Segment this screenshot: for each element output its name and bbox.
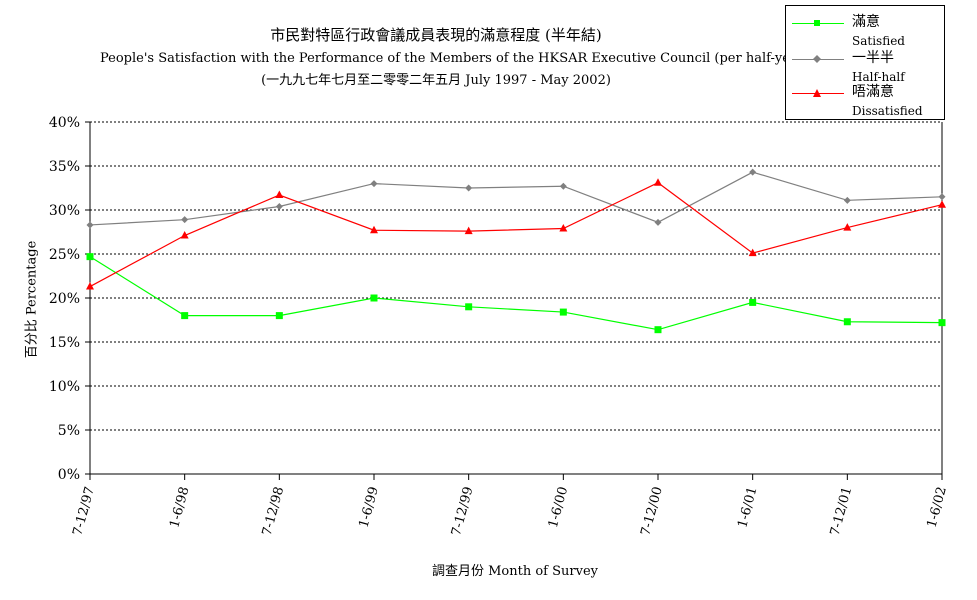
chart-title: 市民對特區行政會議成員表現的滿意程度 (半年結) — [270, 26, 602, 44]
data-point-diamond — [749, 168, 757, 176]
x-tick-label: 1-6/99 — [357, 485, 382, 529]
data-point-diamond — [938, 193, 946, 201]
data-point-square — [465, 303, 473, 311]
data-point-diamond — [370, 180, 378, 188]
diamond-marker-icon — [813, 55, 821, 63]
legend-label-zh: 滿意 — [852, 14, 880, 30]
series-line-satisfied — [89, 256, 943, 331]
data-point-triangle — [654, 178, 662, 186]
data-point-square — [938, 319, 946, 327]
square-marker-icon — [814, 20, 820, 26]
triangle-marker-icon — [813, 89, 821, 97]
y-tick-label: 10% — [49, 379, 80, 395]
data-point-triangle — [843, 223, 852, 231]
data-point-triangle — [464, 226, 473, 235]
data-point-triangle — [559, 223, 568, 232]
data-point-diamond — [86, 221, 94, 229]
y-tick-label: 35% — [49, 159, 80, 175]
data-point-triangle — [275, 190, 284, 199]
data-point-diamond — [843, 196, 851, 204]
data-point-triangle — [748, 248, 757, 257]
legend: 滿意 Satisfied 一半半 Half-half 唔滿意 Dissatisf… — [785, 5, 945, 120]
x-tick-label: 7-12/98 — [260, 485, 287, 537]
data-point-triangle — [938, 200, 946, 208]
x-tick-label: 7-12/99 — [449, 485, 476, 537]
y-tick-label: 15% — [49, 335, 80, 351]
legend-item-dissatisfied: 唔滿意 Dissatisfied — [786, 84, 944, 120]
legend-label-zh: 唔滿意 — [852, 84, 894, 100]
legend-label-en: Satisfied — [852, 34, 905, 48]
y-tick-label: 30% — [49, 203, 80, 219]
data-point-square — [749, 298, 757, 306]
x-tick-label: 1-6/01 — [735, 485, 760, 529]
data-point-square — [181, 312, 189, 320]
x-axis-label: 調查月份 Month of Survey — [431, 564, 599, 579]
chart-date-range: (一九九七年七月至二零零二年五月 July 1997 - May 2002) — [261, 73, 611, 88]
legend-label-zh: 一半半 — [852, 50, 894, 66]
data-point-diamond — [559, 182, 567, 190]
x-tick-label: 1-6/02 — [925, 485, 950, 529]
data-point-triangle — [86, 282, 94, 290]
data-point-square — [559, 308, 567, 316]
x-tick-label: 7-12/97 — [70, 485, 97, 537]
legend-label-en: Dissatisfied — [852, 104, 923, 118]
x-tick-label: 1-6/00 — [546, 485, 571, 529]
y-tick-label: 0% — [58, 467, 80, 483]
chart-subtitle: People's Satisfaction with the Performan… — [100, 51, 809, 66]
series-line-dissatisfied — [89, 182, 943, 288]
series-line-half-half — [89, 171, 943, 226]
data-point-square — [275, 312, 283, 320]
legend-item-satisfied: 滿意 Satisfied — [786, 14, 944, 50]
y-tick-label: 20% — [49, 291, 80, 307]
y-tick-label: 5% — [58, 423, 80, 439]
data-point-diamond — [654, 218, 662, 226]
legend-label-en: Half-half — [852, 70, 905, 84]
y-axis-label: 百分比 Percentage — [24, 240, 40, 359]
x-tick-label: 1-6/98 — [167, 485, 192, 529]
data-point-square — [843, 318, 851, 326]
data-point-diamond — [465, 184, 473, 192]
x-tick-label: 7-12/00 — [638, 485, 665, 537]
x-tick-label: 7-12/01 — [828, 485, 855, 537]
y-tick-label: 40% — [49, 115, 80, 131]
data-point-square — [86, 253, 94, 261]
data-point-diamond — [181, 216, 189, 224]
data-point-triangle — [180, 231, 189, 239]
data-point-triangle — [370, 225, 378, 234]
y-tick-label: 25% — [49, 247, 80, 263]
data-point-square — [370, 294, 378, 302]
data-point-square — [654, 326, 662, 334]
data-point-diamond — [275, 202, 283, 210]
legend-item-half-half: 一半半 Half-half — [786, 50, 944, 86]
